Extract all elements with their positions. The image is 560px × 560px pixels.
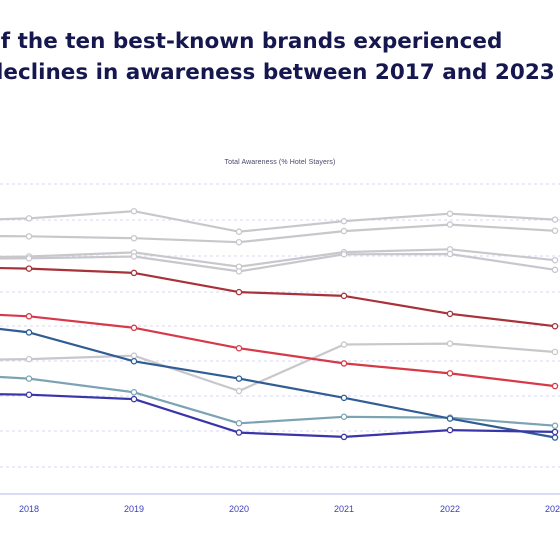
headline-line-2: declines in awareness between 2017 and 2… bbox=[0, 60, 555, 85]
series-3-point-0 bbox=[25, 255, 33, 262]
series-4-point-2 bbox=[235, 288, 243, 296]
series-6-point-1 bbox=[130, 352, 138, 359]
series-1-point-3 bbox=[340, 227, 348, 235]
series-6-point-0 bbox=[25, 355, 33, 363]
series-9-point-0 bbox=[25, 391, 33, 398]
series-7-point-3 bbox=[340, 394, 348, 402]
x-tick-label-2023: 2023 bbox=[545, 504, 560, 514]
gridlines bbox=[0, 183, 560, 495]
series-6-point-4 bbox=[446, 340, 454, 347]
series-5-point-3 bbox=[340, 360, 348, 367]
series-3-line bbox=[0, 252, 556, 273]
series-8-point-0 bbox=[25, 375, 33, 382]
series-6-point-3 bbox=[340, 341, 348, 348]
series-5-point-0 bbox=[25, 313, 33, 320]
series-4-point-1 bbox=[130, 269, 138, 277]
series-7-point-4 bbox=[446, 415, 454, 422]
series-5-point-2 bbox=[235, 344, 243, 352]
series-8-point-5 bbox=[551, 422, 559, 429]
series-2-point-5 bbox=[551, 256, 559, 264]
series-0-point-2 bbox=[235, 228, 243, 235]
series-6-line bbox=[0, 342, 556, 393]
series-1-point-4 bbox=[446, 221, 454, 228]
series-9-point-3 bbox=[340, 433, 348, 441]
series-9-point-5 bbox=[551, 428, 559, 436]
series-1-point-2 bbox=[235, 238, 243, 246]
chart-title: Total Awareness (% Hotel Stayers) bbox=[224, 159, 336, 166]
x-tick-label-2020: 2020 bbox=[229, 504, 249, 514]
series-4-point-5 bbox=[551, 322, 559, 330]
x-tick-label-2018: 2018 bbox=[19, 504, 39, 514]
series-3-point-4 bbox=[446, 250, 454, 258]
series-6-point-5 bbox=[551, 348, 559, 356]
series-4-point-3 bbox=[340, 292, 348, 300]
series-7-point-2 bbox=[235, 375, 243, 382]
headline-line-1: of the ten best-known brands experienced bbox=[0, 29, 503, 54]
series-1-point-5 bbox=[551, 227, 559, 234]
series-5-line bbox=[0, 313, 556, 388]
series-0-point-0 bbox=[25, 215, 33, 222]
headline: of the ten best-known brands experienced… bbox=[0, 26, 560, 88]
series-0-point-4 bbox=[446, 210, 454, 217]
series-0-line bbox=[0, 210, 556, 233]
series-7-point-0 bbox=[25, 329, 33, 336]
series-4-line bbox=[0, 266, 556, 328]
series-0-point-5 bbox=[551, 216, 559, 223]
series-0-point-3 bbox=[340, 217, 348, 225]
series-lines bbox=[0, 210, 556, 439]
series-0-point-1 bbox=[130, 207, 138, 215]
series-3-point-3 bbox=[340, 251, 348, 258]
series-5-point-1 bbox=[130, 324, 138, 332]
series-3-point-1 bbox=[130, 253, 138, 260]
series-5-point-5 bbox=[551, 382, 559, 390]
series-7-point-5 bbox=[551, 434, 559, 441]
series-9-point-1 bbox=[130, 395, 138, 403]
series-7-point-1 bbox=[130, 358, 138, 365]
series-4-point-4 bbox=[446, 310, 454, 318]
series-6-point-2 bbox=[235, 387, 243, 395]
series-1-point-1 bbox=[130, 234, 138, 242]
series-8-point-3 bbox=[340, 413, 348, 420]
series-9-point-4 bbox=[446, 426, 454, 434]
series-8-point-2 bbox=[235, 420, 243, 427]
x-tick-label-2019: 2019 bbox=[124, 504, 144, 514]
series-5-point-4 bbox=[446, 370, 454, 377]
x-tick-label-2021: 2021 bbox=[334, 504, 354, 514]
series-1-point-0 bbox=[25, 233, 33, 240]
x-tick-label-2022: 2022 bbox=[440, 504, 460, 514]
series-8-line bbox=[0, 375, 556, 427]
series-3-point-5 bbox=[551, 266, 559, 274]
series-9-line bbox=[0, 393, 556, 438]
series-8-point-1 bbox=[130, 389, 138, 396]
series-4-point-0 bbox=[25, 265, 33, 272]
series-points bbox=[25, 207, 559, 441]
series-3-point-2 bbox=[235, 268, 243, 275]
series-9-point-2 bbox=[235, 429, 243, 436]
x-axis-ticks: 2018 2019 2020 2021 2022 2023 bbox=[19, 504, 560, 514]
